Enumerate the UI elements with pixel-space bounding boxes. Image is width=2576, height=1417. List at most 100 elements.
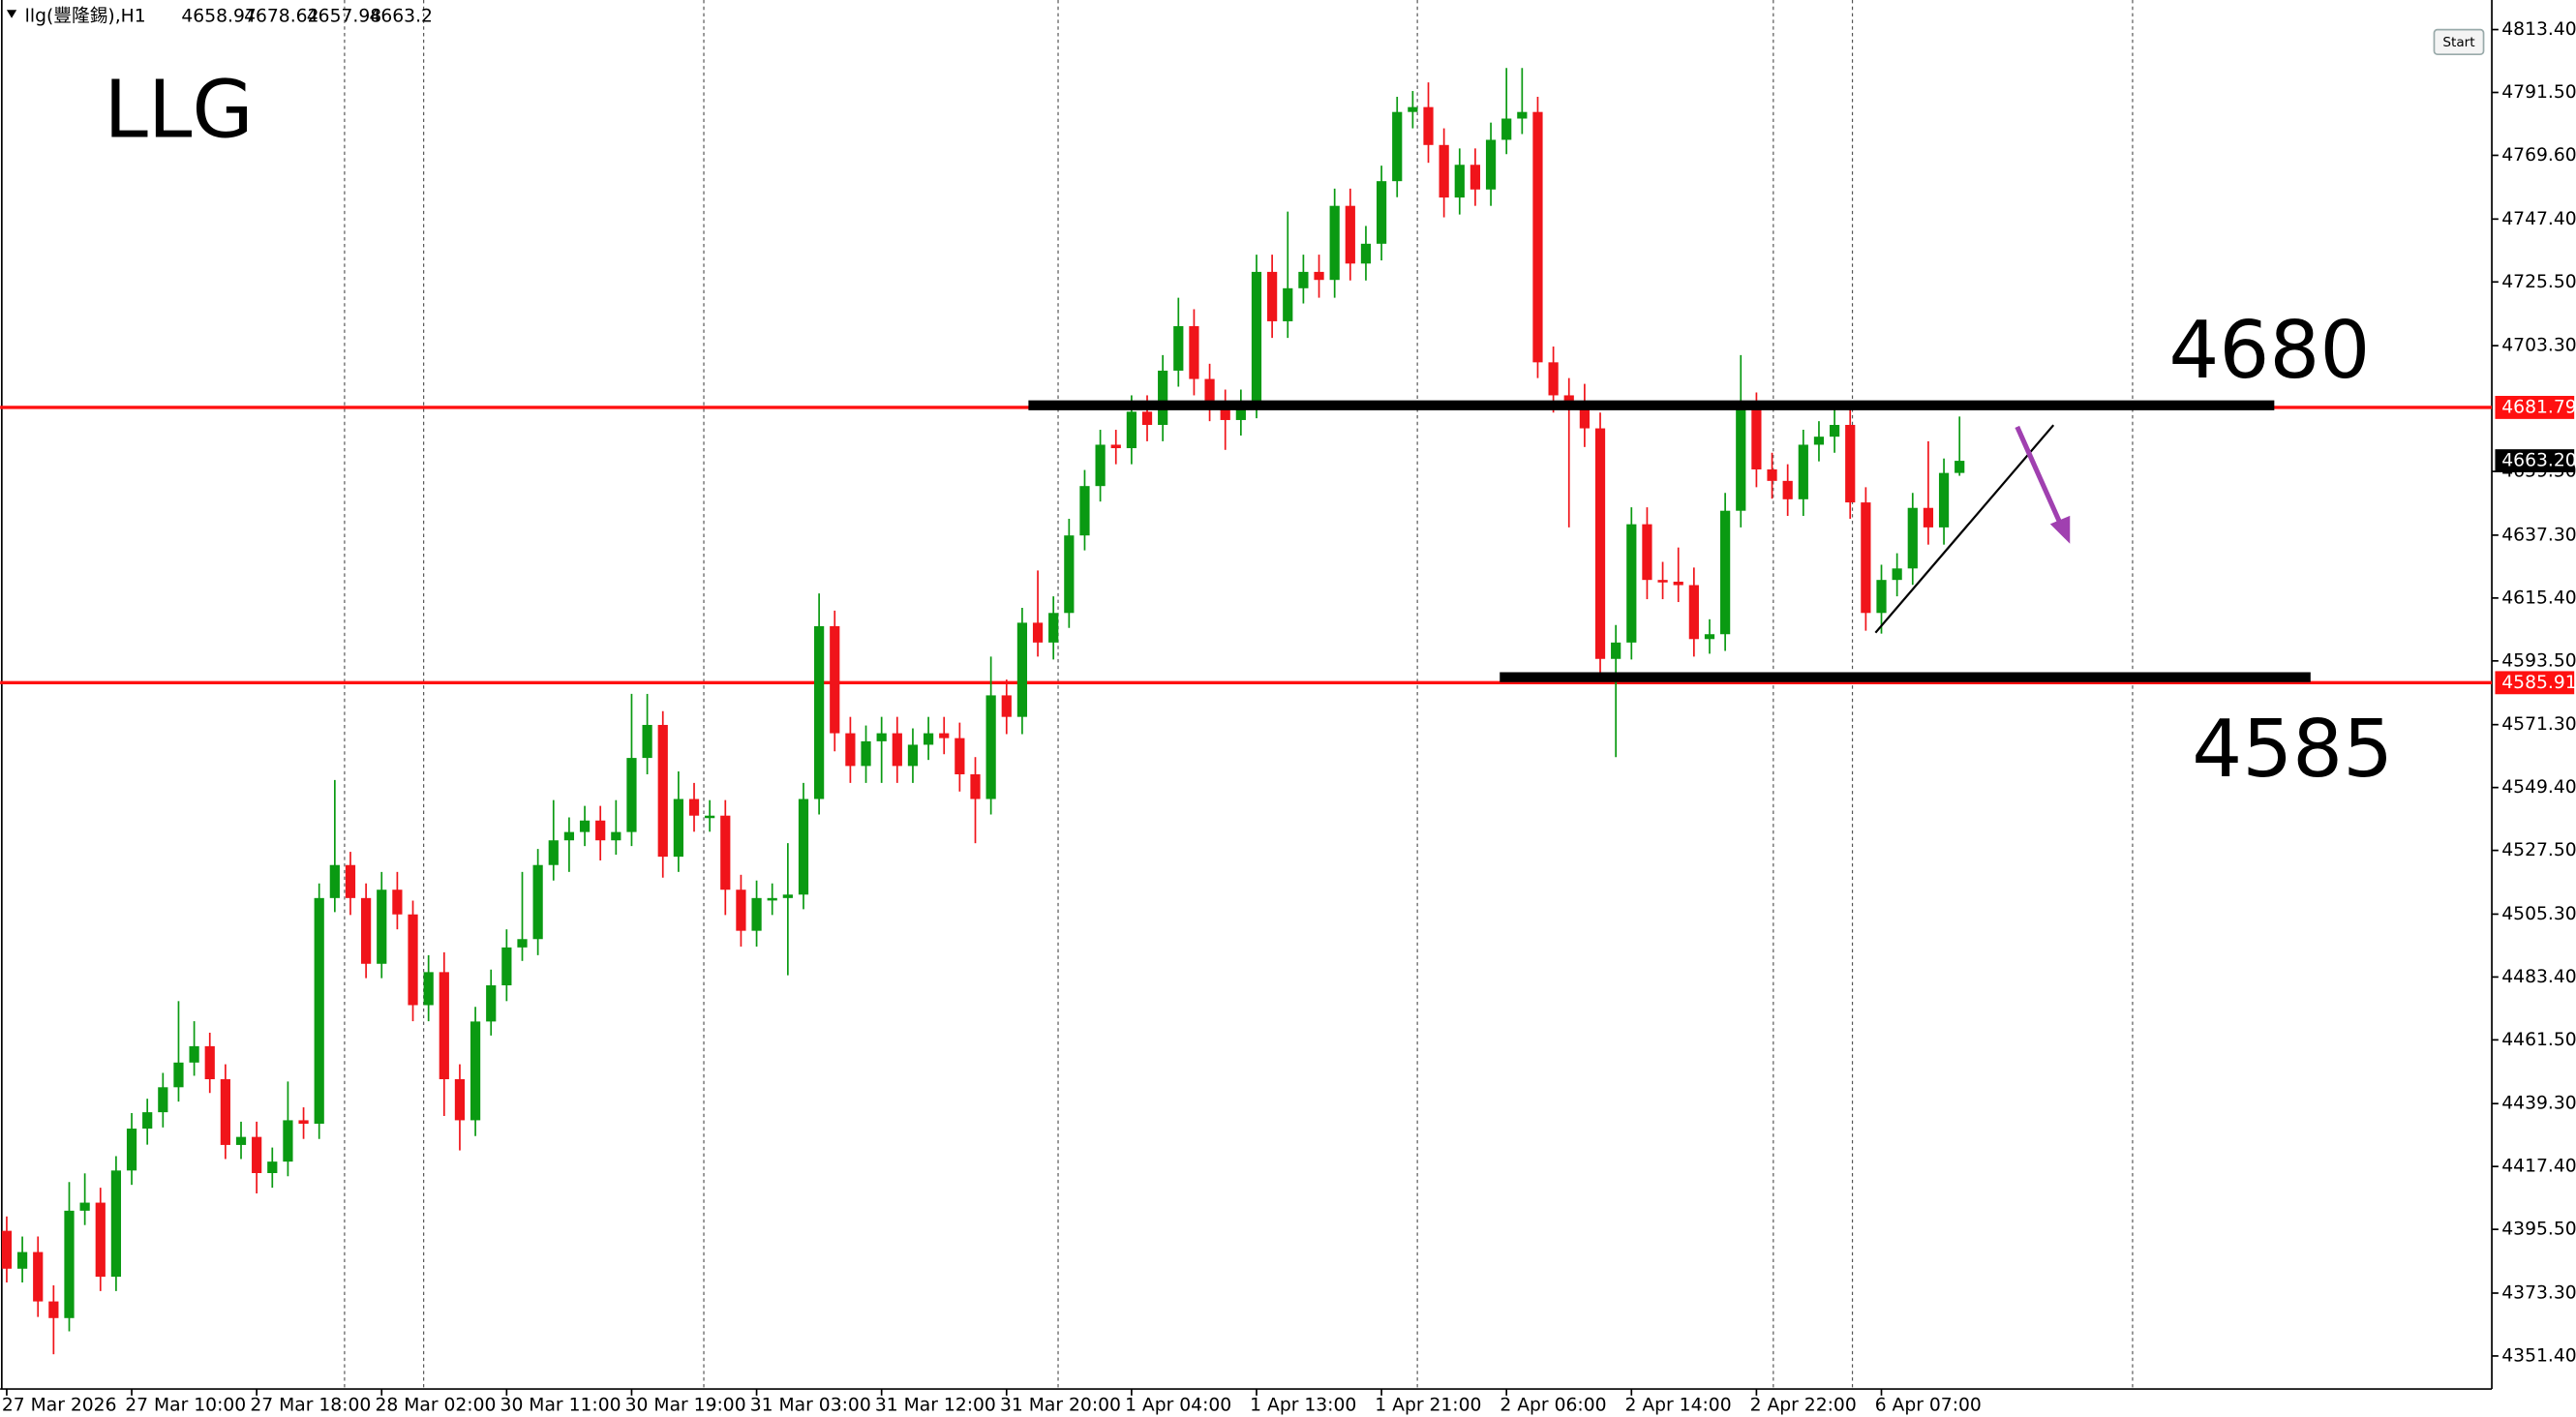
candle-body <box>876 733 887 741</box>
candle-body <box>939 733 950 739</box>
candle-body <box>142 1112 153 1130</box>
candle-body <box>611 831 621 841</box>
candle-body <box>204 1045 215 1080</box>
x-tick-label: 2 Apr 14:00 <box>1624 1396 1731 1416</box>
candle-body <box>1861 502 1871 614</box>
candle-body <box>235 1136 247 1145</box>
y-tick-label: 4725.50 <box>2501 272 2576 292</box>
candle-body <box>345 864 356 898</box>
candle-body <box>1141 411 1153 426</box>
candle-body <box>486 985 497 1022</box>
candle-body <box>1892 568 1902 581</box>
candle-body <box>1782 480 1793 499</box>
candle-body <box>1423 106 1434 145</box>
candle-body <box>814 625 825 799</box>
ohlc-close: 4663.2 <box>369 7 432 27</box>
candle-body <box>16 1251 28 1269</box>
candle-body <box>361 897 372 964</box>
candle-body <box>642 724 652 759</box>
candle-body <box>955 738 965 774</box>
x-tick-label: 2 Apr 22:00 <box>1750 1396 1857 1416</box>
candle-body <box>736 889 746 931</box>
y-tick-label: 4351.40 <box>2501 1345 2576 1366</box>
candle-body <box>329 864 340 898</box>
candle-body <box>1048 613 1059 643</box>
candle-body <box>1923 507 1934 528</box>
level-label: 4585.91 <box>2501 673 2576 693</box>
candle-body <box>705 815 715 819</box>
candle-body <box>923 733 934 745</box>
candle-body <box>1955 461 1965 473</box>
candle-body <box>1032 622 1044 643</box>
button-label[interactable]: Start <box>2442 35 2475 50</box>
candle-body <box>1016 622 1028 717</box>
button-frame[interactable] <box>2433 28 2485 56</box>
candle-body <box>1267 271 1278 321</box>
candle-body <box>1173 325 1184 371</box>
candle-body <box>1001 695 1012 717</box>
y-tick-label: 4373.30 <box>2501 1282 2576 1303</box>
candle-body <box>1408 106 1418 112</box>
candle-body <box>1298 271 1309 288</box>
x-tick-label: 1 Apr 04:00 <box>1125 1396 1231 1416</box>
chart-title: LLG <box>104 65 253 157</box>
x-tick-label: 27 Mar 2026 <box>2 1396 117 1416</box>
start-button[interactable]: Start <box>2433 28 2485 56</box>
candle-body <box>1642 524 1652 581</box>
candle-body <box>892 733 902 767</box>
candle-body <box>767 897 777 901</box>
candle-body <box>1204 378 1215 405</box>
ohlc-high: 4678.62 <box>244 7 318 27</box>
candle-body <box>95 1202 106 1278</box>
candle-body <box>454 1079 466 1121</box>
candle-body <box>1158 370 1168 426</box>
candle-body <box>798 799 809 895</box>
candle-body <box>1548 362 1559 396</box>
annotation: 4585 <box>2192 704 2393 796</box>
candle-body <box>1907 507 1918 569</box>
candle-body <box>830 625 840 734</box>
candle-body <box>314 897 324 1124</box>
candle-body <box>126 1129 137 1171</box>
candle-body <box>1938 472 1950 528</box>
candle-body <box>252 1136 262 1174</box>
x-tick-label: 1 Apr 13:00 <box>1250 1396 1356 1416</box>
candle-body <box>1767 468 1777 481</box>
candle-body <box>1626 524 1637 643</box>
y-tick-label: 4769.60 <box>2501 145 2576 166</box>
x-tick-label: 27 Mar 18:00 <box>250 1396 371 1416</box>
candle-body <box>501 947 512 986</box>
x-tick-label: 6 Apr 07:00 <box>1875 1396 1982 1416</box>
candle-body <box>1657 580 1668 583</box>
arrow-shaft <box>2015 425 2066 532</box>
y-tick-label: 4637.30 <box>2501 525 2576 545</box>
candle-body <box>673 799 683 858</box>
candle-body <box>1736 408 1746 511</box>
candle-body <box>1079 486 1090 536</box>
candle-body <box>1095 444 1106 487</box>
candle-body <box>1392 111 1403 182</box>
x-tick-label: 31 Mar 20:00 <box>1000 1396 1121 1416</box>
candle-body <box>392 889 403 915</box>
day-separators <box>344 0 2134 1390</box>
x-tick-label: 27 Mar 10:00 <box>125 1396 246 1416</box>
candle-body <box>408 914 418 1006</box>
candle-body <box>1594 428 1606 659</box>
y-tick-label: 4439.30 <box>2501 1094 2576 1114</box>
candle-body <box>985 695 996 799</box>
candle-body <box>1126 411 1136 449</box>
y-tick-label: 4703.30 <box>2501 336 2576 356</box>
candle-body <box>751 897 762 931</box>
candle-body <box>173 1062 184 1088</box>
level-label-box <box>2495 671 2575 695</box>
y-tick-label: 4505.30 <box>2501 904 2576 924</box>
candle-body <box>298 1120 309 1124</box>
y-tick-label: 4461.50 <box>2501 1030 2576 1050</box>
y-tick-label: 4615.40 <box>2501 588 2576 608</box>
menu-arrow[interactable] <box>6 10 17 18</box>
candle-body <box>1 1230 13 1269</box>
ohlc-low: 4657.98 <box>307 7 381 27</box>
candle-body <box>377 889 387 964</box>
candle-body <box>626 758 637 832</box>
